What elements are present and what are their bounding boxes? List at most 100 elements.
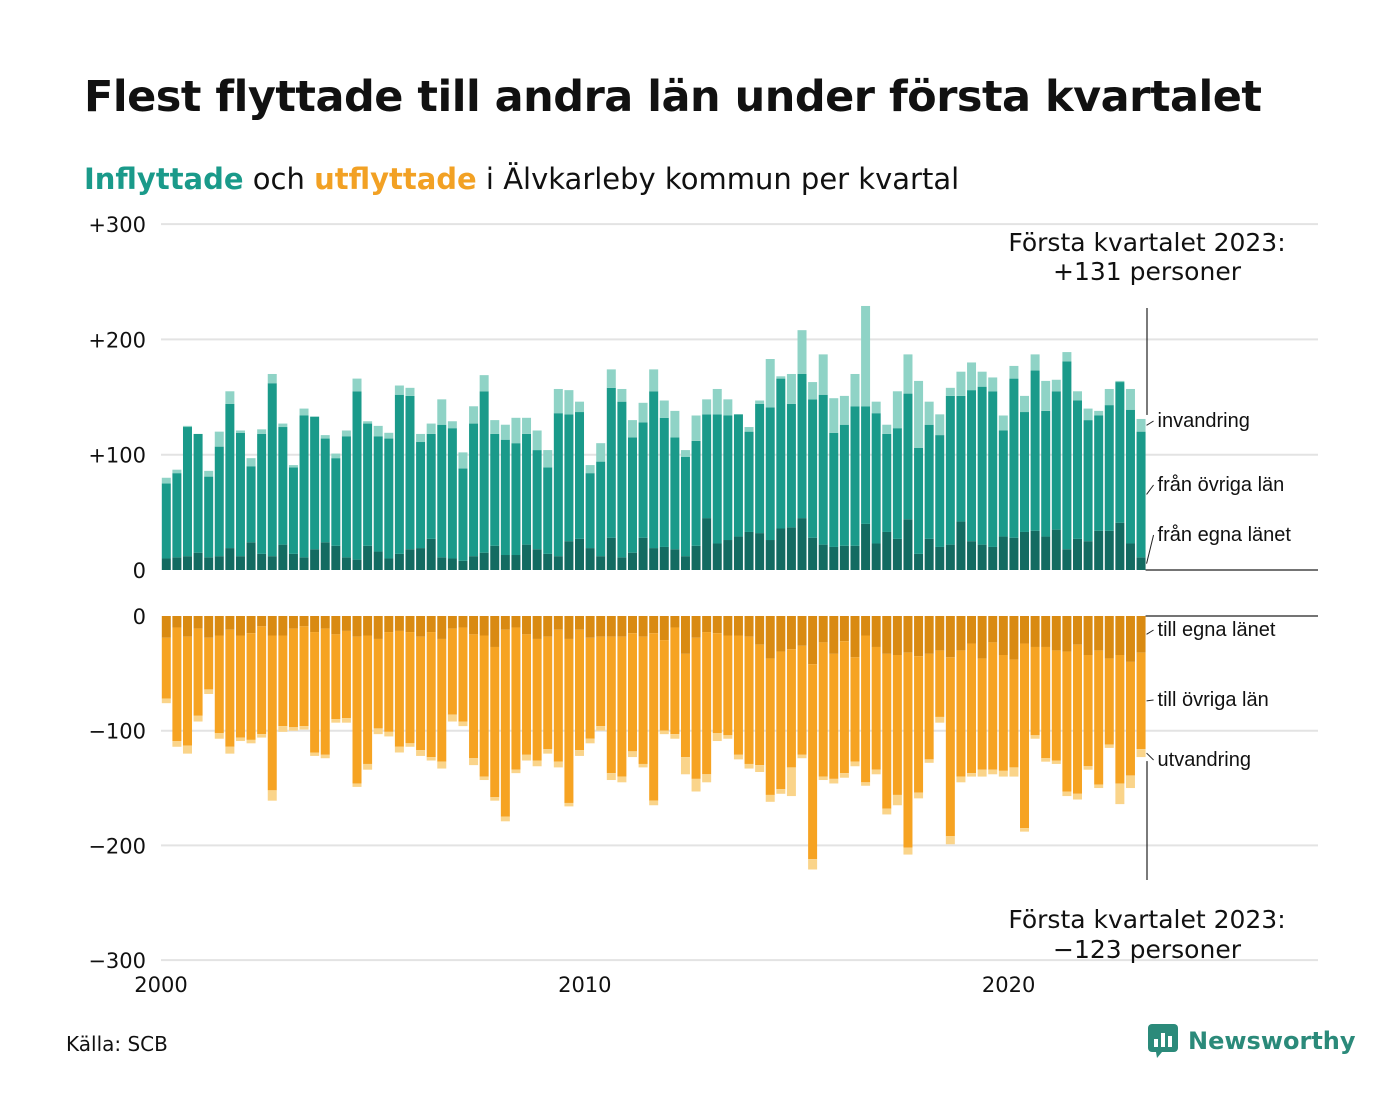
bar-out-utvandring [299,726,309,730]
bar-in-egna [723,540,733,570]
bar-in-invandring [617,388,627,402]
bar-in-egna [786,527,796,570]
bar-in-egna [818,544,828,570]
bar-out-utvandring [914,792,924,799]
series-labels: från egna länet från övriga län invandring… [1146,410,1291,771]
bar-out-egna [1020,616,1030,644]
bar-in-ovriga [797,373,807,519]
bar-in-invandring [278,423,288,428]
bar-out-egna [575,616,585,630]
bar-out-utvandring [733,754,743,760]
bar-out-utvandring [204,689,214,694]
bar-in-invandring [956,371,966,396]
bar-out-utvandring [945,836,955,845]
bar-in-invandring [882,424,892,434]
bar-in-invandring [246,458,256,467]
bar-in-invandring [776,376,786,379]
bar-in-egna [511,555,521,570]
bar-in-egna [850,545,860,570]
bar-out-ovriga [967,643,977,774]
bar-out-utvandring [1083,766,1093,770]
bar-out-ovriga [691,637,701,779]
bar-in-egna [829,546,839,570]
bar-in-invandring [384,432,394,439]
bar-in-egna [733,536,743,570]
bar-in-egna [797,518,807,570]
bar-in-invandring [892,391,902,429]
bar-in-egna [564,541,574,570]
label-invandring: invandring [1158,410,1250,432]
bar-out-utvandring [670,734,680,739]
bar-in-invandring [1104,388,1114,406]
bar-in-ovriga [214,446,224,557]
bar-out-utvandring [1030,735,1040,739]
label-till-egna-lanet-leader [1146,629,1154,635]
bar-out-utvandring [585,738,595,744]
bar-in-ovriga [161,483,171,559]
bar-in-ovriga [363,423,373,546]
bar-in-ovriga [1051,391,1061,530]
bar-out-ovriga [680,653,690,758]
bar-in-egna [839,545,849,570]
bar-out-utvandring [394,746,404,753]
bar-out-utvandring [1136,749,1146,758]
bar-in-ovriga [818,394,828,545]
bar-in-egna [490,545,500,570]
bar-out-ovriga [871,646,881,770]
ytick-top-0: 0 [133,559,146,583]
label-utvandring-leader [1146,752,1154,761]
bar-out-ovriga [1020,643,1030,829]
bar-in-ovriga [575,412,585,539]
bar-out-ovriga [479,635,489,777]
bar-in-invandring [532,430,542,451]
ytick-bottom-300: −300 [88,949,146,973]
bar-out-ovriga [638,636,648,764]
bar-in-egna [702,518,712,570]
bar-out-egna [426,616,436,633]
bar-in-egna [214,556,224,570]
bar-in-invandring [1020,395,1030,413]
annotations: Första kvartalet 2023:+131 personerFörst… [1008,228,1285,964]
bar-out-egna [680,616,690,654]
bar-in-egna [384,558,394,570]
bar-out-utvandring [182,745,192,754]
bar-out-ovriga [320,628,330,755]
bar-out-egna [829,616,839,654]
bar-out-egna [553,616,563,630]
bar-out-utvandring [765,794,775,802]
bar-in-invandring [861,305,871,407]
bar-in-egna [204,557,214,570]
bar-out-ovriga [352,636,362,784]
newsworthy-logo[interactable]: Newsworthy [1148,1024,1356,1058]
bar-out-ovriga [204,637,214,690]
bar-out-utvandring [172,741,182,747]
bar-out-utvandring [416,750,426,756]
bar-out-egna [204,616,214,638]
ytick-top-200: +200 [88,328,146,352]
bar-in-ovriga [744,431,754,532]
bar-out-egna [235,616,245,636]
bar-in-invandring [575,401,585,413]
bar-in-invandring [935,414,945,436]
bar-in-invandring [755,400,765,404]
bar-out-egna [808,616,818,665]
bar-in-egna [627,552,637,570]
bar-out-ovriga [818,642,828,777]
bar-in-egna [861,523,871,570]
bar-in-ovriga [437,424,447,558]
bar-in-invandring [1041,380,1051,411]
bar-out-utvandring [818,776,828,781]
bar-in-ovriga [755,403,765,534]
bar-out-egna [945,616,955,658]
bar-out-utvandring [956,776,966,783]
bar-in-egna [543,553,553,570]
bar-out-utvandring [617,776,627,783]
bar-out-ovriga [596,636,606,727]
bar-out-utvandring [1115,783,1125,805]
bar-out-ovriga [214,635,224,733]
bar-out-egna [267,616,277,636]
gridlines [161,223,1318,962]
bar-in-invandring [967,362,977,391]
label-utvandring: utvandring [1158,749,1251,771]
xtick-2000: 2000 [134,973,187,997]
